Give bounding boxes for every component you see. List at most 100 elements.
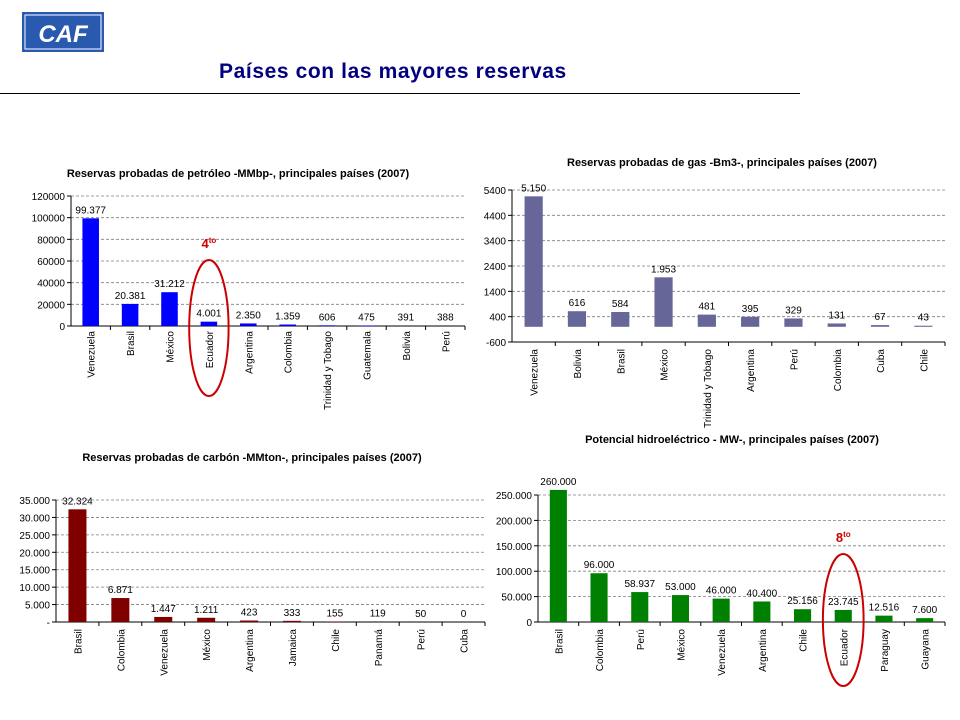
category-label: México — [202, 629, 213, 661]
data-label: 423 — [241, 608, 258, 619]
y-tick-label: 0 — [59, 322, 65, 333]
data-label: 58.937 — [624, 579, 655, 590]
y-tick-label: 50.000 — [501, 593, 532, 604]
y-tick-label: 150.000 — [496, 542, 533, 553]
category-label: Venezuela — [159, 629, 170, 676]
bar — [200, 321, 218, 326]
ranking-label: 8to — [836, 530, 851, 545]
data-label: 2.350 — [236, 310, 261, 321]
y-tick-label: 20.000 — [19, 548, 50, 559]
bar — [671, 595, 689, 622]
category-label: Guayana — [921, 629, 932, 670]
category-label: Venezuela — [87, 331, 98, 378]
data-label: 391 — [398, 313, 415, 324]
y-tick-label: - — [47, 618, 50, 629]
category-label: Guatemala — [363, 331, 374, 380]
y-tick-label: 5.000 — [25, 601, 50, 612]
category-label: Colombia — [284, 331, 295, 374]
data-label: 481 — [699, 302, 716, 313]
data-label: 388 — [437, 313, 454, 324]
ranking-circle — [188, 259, 230, 397]
title-divider — [0, 93, 800, 94]
data-label: 50 — [415, 609, 427, 620]
data-label: 1.211 — [194, 605, 219, 616]
bar — [611, 312, 630, 327]
data-label: 155 — [327, 608, 344, 619]
category-label: Chile — [331, 629, 342, 652]
bar — [631, 592, 649, 622]
ranking-suffix: to — [843, 530, 851, 539]
y-tick-label: -600 — [486, 338, 506, 349]
data-label: 96.000 — [584, 560, 615, 571]
data-label: 329 — [785, 305, 802, 316]
bar — [875, 615, 893, 622]
bar — [870, 325, 890, 327]
y-tick-label: 200.000 — [496, 516, 533, 527]
category-label: Trinidad y Tobago — [323, 331, 334, 410]
y-tick-label: 120000 — [32, 192, 66, 203]
data-label: 40.400 — [747, 588, 778, 599]
category-label: Perú — [636, 629, 647, 650]
bar — [654, 277, 673, 327]
data-label: 31.212 — [154, 279, 185, 290]
data-label: 584 — [612, 299, 629, 310]
y-tick-label: 30.000 — [19, 513, 50, 524]
y-tick-label: 100.000 — [496, 567, 533, 578]
bar — [358, 325, 375, 326]
data-label: 53.000 — [665, 582, 696, 593]
chart-title: Reservas probadas de petróleo -MMbp-, pr… — [67, 168, 410, 180]
bar — [590, 573, 608, 622]
bar — [567, 311, 587, 327]
data-label: 395 — [742, 304, 759, 315]
data-label: 25.156 — [787, 596, 818, 607]
category-label: Brasil — [73, 629, 84, 654]
data-label: 475 — [358, 312, 375, 323]
data-label: 5.150 — [521, 183, 546, 194]
bar — [154, 616, 173, 622]
category-label: Argentina — [245, 629, 256, 672]
data-label: 606 — [319, 312, 336, 323]
bar — [240, 323, 257, 326]
y-tick-label: 250.000 — [496, 491, 533, 502]
chart-title: Reservas probadas de gas -Bm3-, principa… — [567, 157, 877, 169]
category-label: Colombia — [116, 629, 127, 672]
bar — [914, 325, 933, 327]
data-label: 43 — [918, 313, 930, 324]
ranking-circle — [821, 553, 865, 687]
page-title: Países con las mayores reservas — [219, 60, 567, 83]
y-tick-label: 60000 — [37, 257, 65, 268]
bar — [82, 218, 99, 326]
y-tick-label: 5400 — [484, 186, 507, 197]
bar — [753, 601, 771, 622]
y-tick-label: 20000 — [37, 300, 65, 311]
bar — [325, 621, 344, 622]
y-tick-label: 0 — [526, 618, 532, 629]
data-label: 7.600 — [912, 605, 937, 616]
category-label: Perú — [441, 331, 452, 352]
chart-title: Reservas probadas de carbón -MMton-, pri… — [82, 452, 422, 464]
data-label: 46.000 — [706, 586, 737, 597]
category-label: Bolivia — [402, 331, 413, 361]
category-label: Argentina — [746, 349, 757, 392]
category-label: Paraguay — [880, 629, 891, 672]
data-label: 67 — [874, 312, 886, 323]
bar — [741, 316, 760, 327]
bar — [68, 509, 87, 622]
category-label: México — [676, 629, 687, 661]
category-label: Panamá — [374, 629, 385, 667]
bar — [282, 620, 301, 622]
bar — [121, 303, 139, 326]
bar — [161, 292, 178, 326]
bar — [279, 324, 296, 326]
logo-text: CAF — [38, 21, 89, 48]
bar — [549, 489, 567, 622]
data-label: 12.516 — [869, 603, 900, 614]
bar — [784, 318, 803, 327]
category-label: Perú — [789, 349, 800, 370]
category-label: Venezuela — [530, 349, 541, 396]
category-label: Argentina — [758, 629, 769, 672]
data-label: 1.447 — [151, 604, 176, 615]
data-label: 23.745 — [828, 597, 859, 608]
